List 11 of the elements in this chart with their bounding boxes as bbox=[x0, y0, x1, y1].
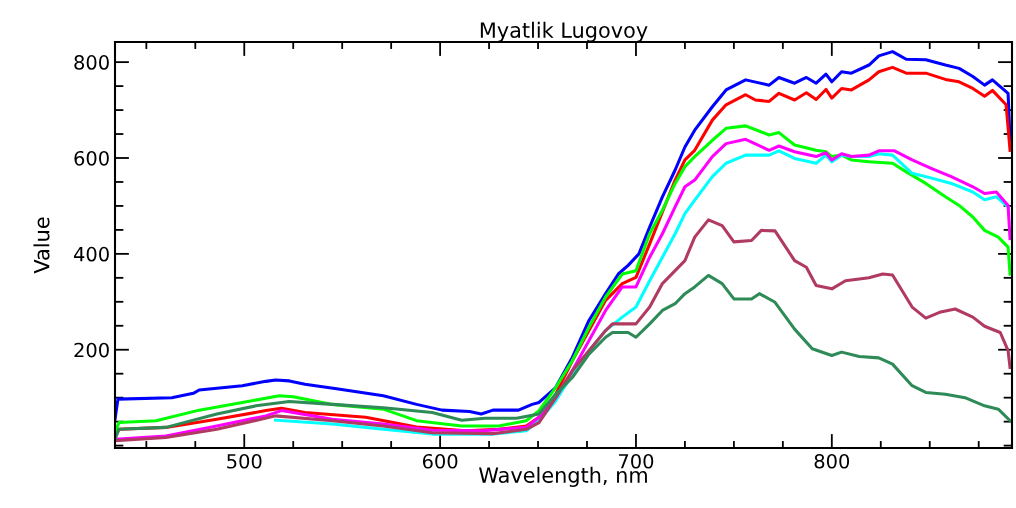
x-tick-label: 500 bbox=[227, 453, 262, 469]
y-tick-label: 200 bbox=[74, 342, 109, 358]
line-series bbox=[115, 218, 1012, 443]
x-tick-label: 600 bbox=[422, 453, 458, 469]
x-tick-label: 800 bbox=[814, 453, 850, 469]
y-axis-title: Value bbox=[33, 217, 50, 274]
chart-title: Myatlik Lugovoy bbox=[480, 21, 648, 42]
line-series bbox=[115, 273, 1012, 441]
y-tick-label: 400 bbox=[73, 246, 109, 262]
y-tick-label: 600 bbox=[74, 150, 109, 166]
y-tick-label: 800 bbox=[74, 55, 109, 70]
